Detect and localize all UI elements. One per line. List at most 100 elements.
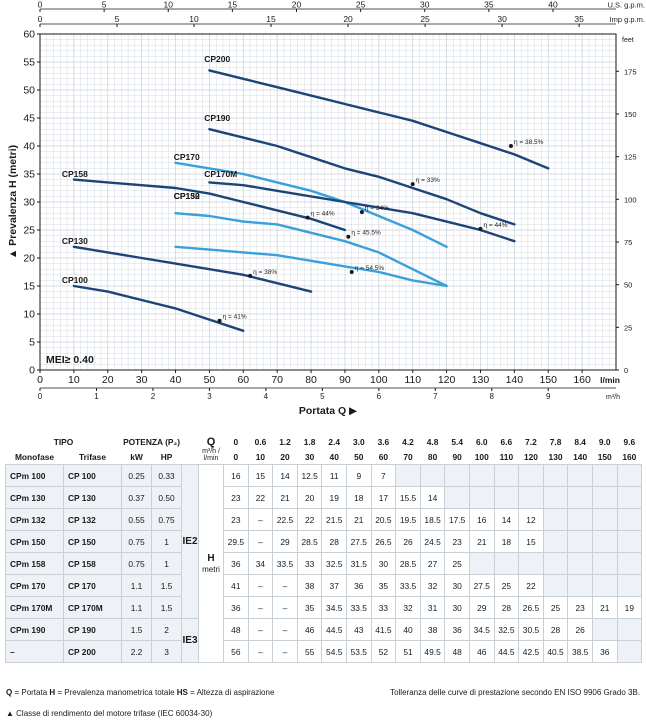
feet-unit-label: feet (622, 37, 634, 44)
head-value (419, 464, 446, 487)
x-axis-title: Portata Q ▶ (299, 405, 358, 417)
y-tick-label: 25 (23, 225, 35, 237)
head-value: 19 (616, 596, 643, 619)
lmin-value: 120 (518, 449, 544, 465)
head-value (567, 464, 593, 487)
trifase-model: CP 200 (62, 640, 123, 663)
head-value: 23 (223, 508, 249, 531)
curve-label-cp158: CP158 (62, 169, 88, 179)
m3h-unit-label: m³/h (606, 394, 620, 401)
lmin-value: 20 (272, 449, 298, 465)
h-unit: metri (202, 565, 220, 574)
y-tick-label: 35 (23, 169, 35, 181)
head-value: 17.5 (444, 508, 470, 531)
head-value (616, 486, 643, 509)
lmin-value: 150 (592, 449, 618, 465)
m3h-value: 8.4 (567, 434, 593, 449)
head-value: 46 (468, 640, 495, 663)
head-value: 38 (296, 574, 323, 597)
head-value: 22 (518, 574, 544, 597)
head-value: 29 (468, 596, 495, 619)
head-value (542, 574, 569, 597)
power-hp: 1 (151, 552, 183, 575)
head-value: 22 (247, 486, 274, 509)
head-value (567, 552, 593, 575)
x-tick-label: 110 (404, 374, 421, 386)
y-tick-label: 20 (23, 253, 35, 265)
h-header: H metri (198, 464, 225, 663)
m3h-tick-label: 3 (207, 392, 212, 401)
power-hp: 1 (151, 530, 183, 553)
power-kw: 0.25 (121, 464, 153, 487)
head-value (468, 464, 495, 487)
mei-label: MEI≥ 0.40 (46, 354, 94, 366)
lmin-value: 130 (543, 449, 568, 465)
head-value: – (272, 596, 298, 619)
y-tick-label: 5 (29, 337, 35, 349)
x-tick-label: 160 (573, 374, 591, 386)
hp-header: HP (151, 449, 182, 465)
feet-tick-label: 125 (624, 153, 637, 162)
feet-tick-label: 50 (624, 281, 632, 290)
motor-class-note: ▲ Classe di rendimento del motore trifas… (6, 709, 212, 718)
spacer-cell (181, 434, 199, 449)
table-row: CPm 158 CP 158 0.75 1 36 34 33.5 33 32.5 31.5 30 28… (5, 552, 643, 575)
head-value: 26.5 (518, 596, 544, 619)
m3h-value: 9.0 (592, 434, 618, 449)
head-value: 56 (223, 640, 249, 663)
table-row: CPm 150 CP 150 0.75 1 29.5–29 28.5 28 27.5 26.5 2… (5, 530, 643, 553)
feet-tick-label: 75 (624, 238, 632, 247)
m3h-tick-label: 9 (546, 392, 551, 401)
curve-cp130 (72, 245, 313, 293)
power-hp: 3 (151, 640, 183, 663)
head-value: 30 (444, 574, 470, 597)
efficiency-point (349, 270, 354, 274)
head-value: 21 (591, 596, 618, 619)
m3h-value: 9.6 (617, 434, 642, 449)
x-tick-label: 120 (438, 374, 456, 386)
head-value: 18 (493, 530, 520, 553)
tolerance-note: Tolleranza delle curve di prestazione se… (390, 688, 640, 697)
h-symbol: H (207, 553, 215, 564)
head-value: 7 (370, 464, 397, 487)
head-value (591, 486, 618, 509)
ie2-class: IE2 (181, 464, 200, 619)
efficiency-point (248, 273, 253, 278)
x-unit-label: l/min (600, 375, 620, 385)
m3h-tick-label: 0 (38, 392, 43, 401)
head-value: 36 (444, 618, 470, 641)
head-value: 29.5 (223, 530, 249, 553)
head-value (542, 486, 569, 509)
head-value: 43 (346, 618, 372, 641)
x-tick-label: 80 (305, 374, 317, 386)
x-tick-label: 20 (102, 374, 114, 386)
head-value (468, 552, 495, 575)
monofase-model: CPm 170M (5, 596, 64, 619)
x-tick-label: 60 (237, 374, 249, 386)
head-value: 34 (247, 552, 274, 575)
curve-label-cp200: CP200 (204, 54, 230, 64)
legend-q-key: Q (6, 688, 13, 697)
head-value: 9 (346, 464, 372, 487)
head-value (591, 530, 618, 553)
head-value: 33.5 (272, 552, 298, 575)
x-tick-label: 40 (170, 374, 182, 386)
head-value: 33.5 (395, 574, 421, 597)
head-value: – (247, 508, 274, 531)
head-value (493, 464, 520, 487)
usgpm-tick-label: 35 (484, 0, 494, 10)
efficiency-point (508, 144, 513, 148)
legend-q-text: = Portata (12, 688, 50, 697)
head-value: 33 (370, 596, 397, 619)
feet-tick-label: 25 (624, 323, 632, 332)
head-value (542, 508, 569, 531)
impgpm-tick-label: 15 (266, 14, 276, 24)
head-value (591, 618, 618, 641)
table-row: CPm 190 CP 190 1.5 2 IE3 48– –46 44.5 43 41.5 40 38… (5, 618, 643, 663)
m3h-value: 3.6 (371, 434, 396, 449)
usgpm-tick-label: 15 (228, 0, 238, 10)
head-value: 30 (370, 552, 397, 575)
efficiency-point (410, 182, 415, 187)
